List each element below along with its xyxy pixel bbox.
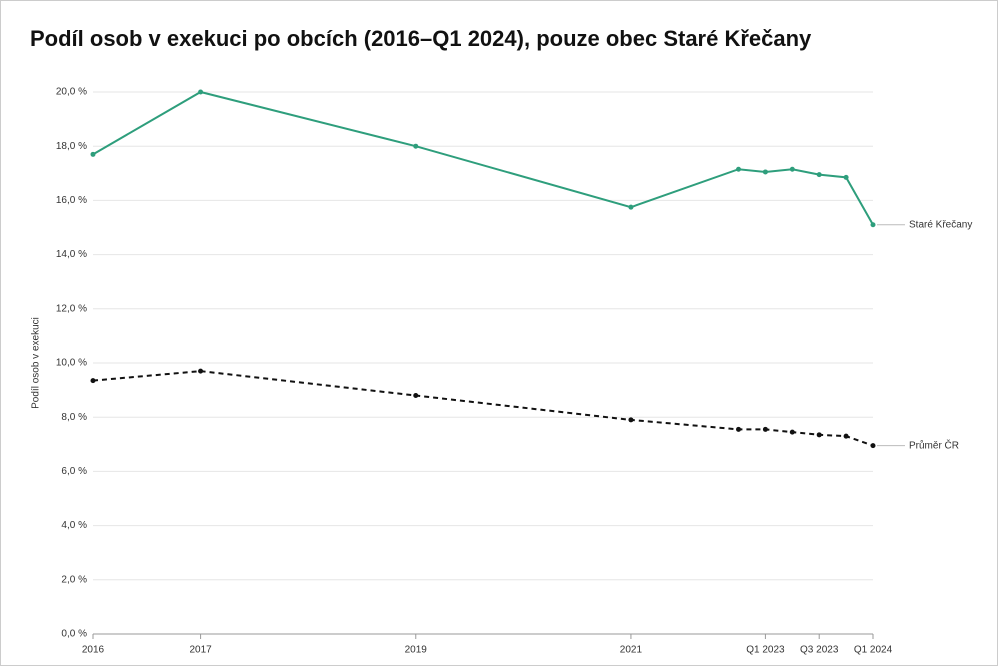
y-axis-label: Podíl osob v exekuci: [31, 317, 42, 409]
point: [762, 426, 768, 432]
point: [789, 166, 795, 172]
point: [90, 151, 96, 157]
y-tick-label: 20,0 %: [56, 87, 87, 98]
series-line: [92, 90, 874, 226]
point: [413, 143, 419, 149]
point: [816, 172, 822, 178]
y-tick-label: 12,0 %: [56, 303, 87, 314]
point: [198, 368, 204, 374]
point: [90, 378, 96, 384]
x-tick-label: 2016: [82, 645, 105, 656]
x-tick-label: Q1 2023: [746, 645, 785, 656]
point: [870, 443, 876, 449]
y-tick-label: 4,0 %: [61, 520, 87, 531]
point: [736, 166, 742, 172]
point: [628, 417, 634, 423]
y-tick-label: 16,0 %: [56, 195, 87, 206]
point: [762, 169, 768, 175]
y-tick-label: 6,0 %: [61, 466, 87, 477]
point: [736, 426, 742, 432]
point: [843, 433, 849, 439]
y-tick-label: 14,0 %: [56, 249, 87, 260]
y-tick-label: 2,0 %: [61, 574, 87, 585]
x-tick-label: 2017: [189, 645, 212, 656]
point: [628, 204, 634, 210]
x-tick-label: Q1 2024: [854, 645, 893, 656]
x-tick-label: 2021: [620, 645, 643, 656]
series-label: Průměr ČR: [909, 438, 959, 451]
x-tick-label: Q3 2023: [800, 645, 839, 656]
chart-title: Podíl osob v exekuci po obcích (2016–Q1 …: [30, 26, 812, 51]
x-tick-label: 2019: [405, 645, 428, 656]
series-line: [92, 370, 874, 447]
point: [198, 89, 204, 95]
y-tick-label: 0,0 %: [61, 629, 87, 640]
y-tick-label: 8,0 %: [61, 412, 87, 423]
series-label: Staré Křečany: [909, 219, 972, 230]
point: [413, 393, 419, 399]
y-tick-label: 10,0 %: [56, 358, 87, 369]
point: [816, 432, 822, 438]
point: [789, 429, 795, 435]
y-tick-label: 18,0 %: [56, 141, 87, 152]
point: [870, 222, 876, 228]
point: [843, 174, 849, 180]
